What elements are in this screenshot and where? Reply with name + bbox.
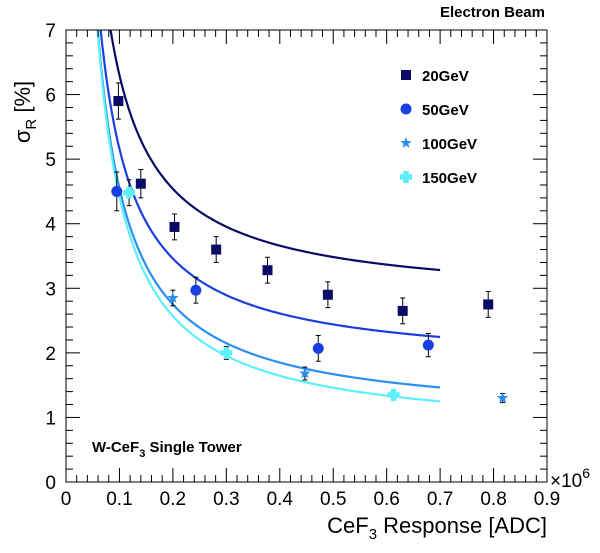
data-point xyxy=(123,186,136,199)
y-tick-label: 5 xyxy=(45,150,56,171)
plot-annotation: W-CeF3 Single Tower xyxy=(92,439,242,460)
data-point xyxy=(387,388,400,401)
legend-label: 20GeV xyxy=(422,68,469,85)
legend-label: 150GeV xyxy=(422,170,477,187)
x-tick-label: 0.9 xyxy=(534,489,560,510)
legend-marker xyxy=(400,171,412,183)
x-tick-label: 0.7 xyxy=(427,489,453,510)
fit-curve xyxy=(96,30,441,389)
fit-curve xyxy=(109,30,441,272)
y-tick-label: 2 xyxy=(45,344,56,365)
legend-marker xyxy=(401,70,411,80)
x-tick-label: 0.5 xyxy=(320,489,346,510)
x-tick-label: 0.4 xyxy=(267,489,294,510)
y-tick-label: 0 xyxy=(45,473,56,494)
fit-curve xyxy=(99,30,441,339)
data-points xyxy=(111,82,509,404)
y-tick-label: 1 xyxy=(45,408,56,429)
x-tick-label: 0.1 xyxy=(106,489,132,510)
data-point xyxy=(483,299,494,310)
chart-title: Electron Beam xyxy=(440,4,545,21)
x-tick-label: 0.8 xyxy=(480,489,506,510)
y-tick-labels: 0 1 2 3 4 5 6 7 xyxy=(45,21,56,494)
fit-curves xyxy=(96,30,441,403)
data-point xyxy=(322,289,333,300)
data-point xyxy=(220,346,233,359)
x-multiplier: ×106 xyxy=(550,465,590,492)
x-tick-label: 0.6 xyxy=(373,489,399,510)
y-tick-label: 4 xyxy=(45,215,56,236)
x-tick-labels: 0 0.1 0.2 0.3 0.4 0.5 0.6 0.7 0.8 0.9 xyxy=(61,489,561,510)
data-point xyxy=(167,291,179,303)
data-point xyxy=(135,178,146,189)
fit-curve xyxy=(96,30,441,403)
plot-frame xyxy=(65,29,548,483)
data-point xyxy=(211,244,222,255)
legend: 20GeV 50GeV 100GeV 150GeV xyxy=(400,68,477,187)
y-tick-label: 3 xyxy=(45,279,56,300)
legend-marker xyxy=(400,137,412,148)
data-point xyxy=(113,96,124,107)
legend-marker xyxy=(400,103,412,115)
data-point xyxy=(111,185,123,197)
data-point xyxy=(299,367,311,379)
data-point xyxy=(496,392,509,403)
y-axis-title: σR [%] xyxy=(10,81,40,143)
data-point xyxy=(190,284,202,296)
legend-label: 50GeV xyxy=(422,102,469,119)
x-tick-label: 0.2 xyxy=(160,489,186,510)
data-point xyxy=(312,342,324,354)
legend-label: 100GeV xyxy=(422,136,477,153)
y-tick-label: 7 xyxy=(45,21,56,42)
x-tick-label: 0 xyxy=(61,489,72,510)
y-tick-label: 6 xyxy=(45,86,56,107)
x-axis-title: CeF3 Response [ADC] xyxy=(327,513,547,543)
data-point xyxy=(422,339,434,351)
data-point xyxy=(262,265,273,276)
x-tick-label: 0.3 xyxy=(213,489,239,510)
axis-ticks xyxy=(65,29,548,483)
data-point xyxy=(397,305,408,316)
data-point xyxy=(169,221,180,232)
